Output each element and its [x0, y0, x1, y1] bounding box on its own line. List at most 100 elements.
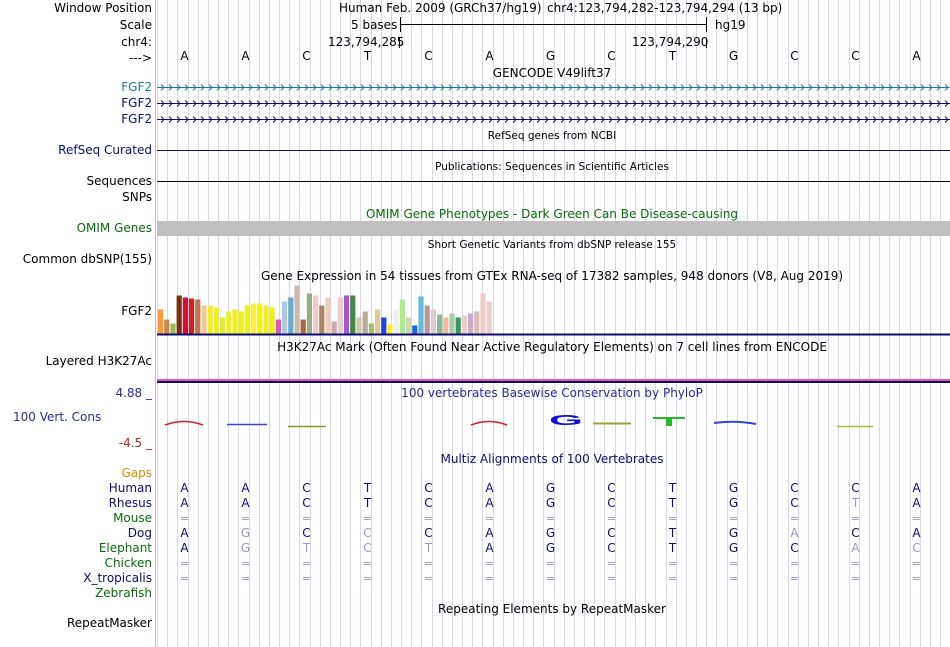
gtex-tissue-bar[interactable] [461, 315, 467, 334]
gencode-gene-2[interactable]: FGF2 [121, 96, 152, 110]
strand-arrow [888, 116, 893, 123]
gtex-tissue-bar[interactable] [263, 305, 269, 334]
gtex-tissue-bar[interactable] [412, 325, 418, 334]
gtex-tissue-bar[interactable] [257, 303, 263, 334]
strand-arrow [936, 116, 941, 123]
species-label-rhesus[interactable]: Rhesus [108, 496, 152, 510]
gtex-tissue-bar[interactable] [213, 307, 219, 334]
gtex-tissue-bar[interactable] [176, 295, 182, 334]
gtex-tissue-bar[interactable] [238, 311, 244, 334]
gtex-tissue-bar[interactable] [182, 297, 188, 334]
gtex-tissue-bar[interactable] [232, 309, 238, 334]
alignment-base: C [424, 526, 433, 540]
gtex-tissue-bar[interactable] [449, 313, 455, 334]
gtex-tissue-bar[interactable] [393, 309, 399, 334]
h3k27ac-signal-pink[interactable] [157, 379, 950, 381]
gtex-tissue-bar[interactable] [244, 305, 250, 334]
alignment-base: C [851, 481, 860, 495]
gtex-tissue-bar[interactable] [319, 305, 325, 334]
strand-arrow [264, 100, 269, 107]
gtex-tissue-bar[interactable] [375, 309, 381, 334]
dbsnp-label[interactable]: Common dbSNP(155) [22, 252, 152, 266]
gtex-tissue-bar[interactable] [189, 298, 195, 334]
gtex-tissue-bar[interactable] [201, 305, 207, 334]
gtex-tissue-bar[interactable] [269, 307, 275, 334]
alignment-base: T [302, 541, 311, 555]
gtex-tissue-bar[interactable] [356, 317, 362, 334]
gtex-tissue-bar[interactable] [288, 297, 294, 334]
phylop-label[interactable]: 100 Vert. Cons [13, 410, 102, 424]
gencode-transcripts[interactable] [157, 80, 950, 128]
strand-arrow [440, 84, 445, 91]
alignment-base: = [301, 512, 312, 525]
gtex-tissue-bar[interactable] [331, 321, 337, 334]
gtex-tissue-bar[interactable] [430, 309, 436, 334]
gtex-tissue-bar[interactable] [170, 323, 176, 334]
gtex-tissue-bar[interactable] [325, 297, 331, 334]
species-label-chicken[interactable]: Chicken [104, 556, 152, 570]
gtex-tissue-bar[interactable] [418, 296, 424, 334]
gtex-tissue-bar[interactable] [164, 319, 170, 334]
gtex-tissue-bar[interactable] [294, 285, 300, 334]
gtex-tissue-bar[interactable] [337, 297, 343, 334]
strand-arrow [384, 116, 389, 123]
gtex-tissue-bar[interactable] [158, 309, 164, 334]
gtex-tissue-bar[interactable] [486, 301, 492, 334]
gtex-tissue-bar[interactable] [368, 323, 374, 334]
gtex-tissue-bar[interactable] [424, 305, 430, 334]
refseq-label[interactable]: RefSeq Curated [58, 143, 152, 157]
strand-arrow [536, 84, 541, 91]
gtex-tissue-bar[interactable] [195, 299, 201, 334]
species-label-x_tropicalis[interactable]: X_tropicalis [83, 571, 152, 585]
gtex-tissue-bar[interactable] [406, 317, 412, 334]
gtex-tissue-bar[interactable] [362, 311, 368, 334]
gtex-tissue-bar[interactable] [275, 319, 281, 334]
h3k27ac-label[interactable]: Layered H3K27Ac [45, 354, 152, 368]
gtex-tissue-bar[interactable] [443, 317, 449, 334]
gtex-tissue-bar[interactable] [207, 305, 213, 334]
gtex-tissue-bar[interactable] [226, 311, 232, 334]
gencode-gene-1[interactable]: FGF2 [121, 80, 152, 94]
gtex-tissue-bar[interactable] [350, 295, 356, 334]
species-label-zebrafish[interactable]: Zebrafish [95, 586, 152, 600]
gtex-tissue-bar[interactable] [387, 324, 393, 334]
species-label-human[interactable]: Human [108, 481, 152, 495]
gtex-tissue-bar[interactable] [300, 319, 306, 334]
repeatmasker-label[interactable]: RepeatMasker [66, 616, 152, 630]
snps-label[interactable]: SNPs [122, 190, 152, 204]
strand-arrow [856, 116, 861, 123]
strand-arrow [640, 84, 645, 91]
species-label-mouse[interactable]: Mouse [113, 511, 152, 525]
gaps-label[interactable]: Gaps [121, 466, 152, 480]
gtex-tissue-bar[interactable] [468, 313, 474, 334]
h3k27ac-signal-navy[interactable] [157, 381, 950, 383]
gtex-tissue-bar[interactable] [474, 311, 480, 334]
gencode-gene-3[interactable]: FGF2 [121, 112, 152, 126]
gtex-tissue-bar[interactable] [437, 314, 443, 334]
publications-track-line[interactable] [157, 181, 950, 182]
omim-feature-bar[interactable] [157, 221, 950, 236]
strand-arrow [896, 84, 901, 91]
gtex-tissue-bar[interactable] [399, 299, 405, 334]
gtex-tissue-bar[interactable] [480, 293, 486, 334]
refseq-track-line[interactable] [157, 150, 950, 151]
phylop-track[interactable]: G [157, 404, 950, 438]
gtex-tissue-bar[interactable] [313, 295, 319, 334]
gtex-tissue-bar[interactable] [344, 295, 350, 334]
strand-arrow [168, 84, 173, 91]
gtex-tissue-bar[interactable] [306, 293, 312, 334]
species-label-dog[interactable]: Dog [127, 526, 152, 540]
gtex-tissue-bar[interactable] [455, 317, 461, 334]
gtex-tissue-bar[interactable] [282, 301, 288, 334]
species-label-elephant[interactable]: Elephant [98, 541, 152, 555]
gtex-tissue-bar[interactable] [220, 317, 226, 334]
omim-label[interactable]: OMIM Genes [76, 221, 152, 235]
gtex-tissue-bar[interactable] [381, 317, 387, 334]
gtex-gene-label[interactable]: FGF2 [121, 304, 152, 318]
sequences-label[interactable]: Sequences [86, 174, 152, 188]
strand-arrow [856, 100, 861, 107]
strand-arrow [464, 100, 469, 107]
gtex-expression-chart[interactable] [157, 284, 950, 336]
gtex-tissue-bar[interactable] [251, 303, 257, 334]
strand-arrow [912, 84, 917, 91]
